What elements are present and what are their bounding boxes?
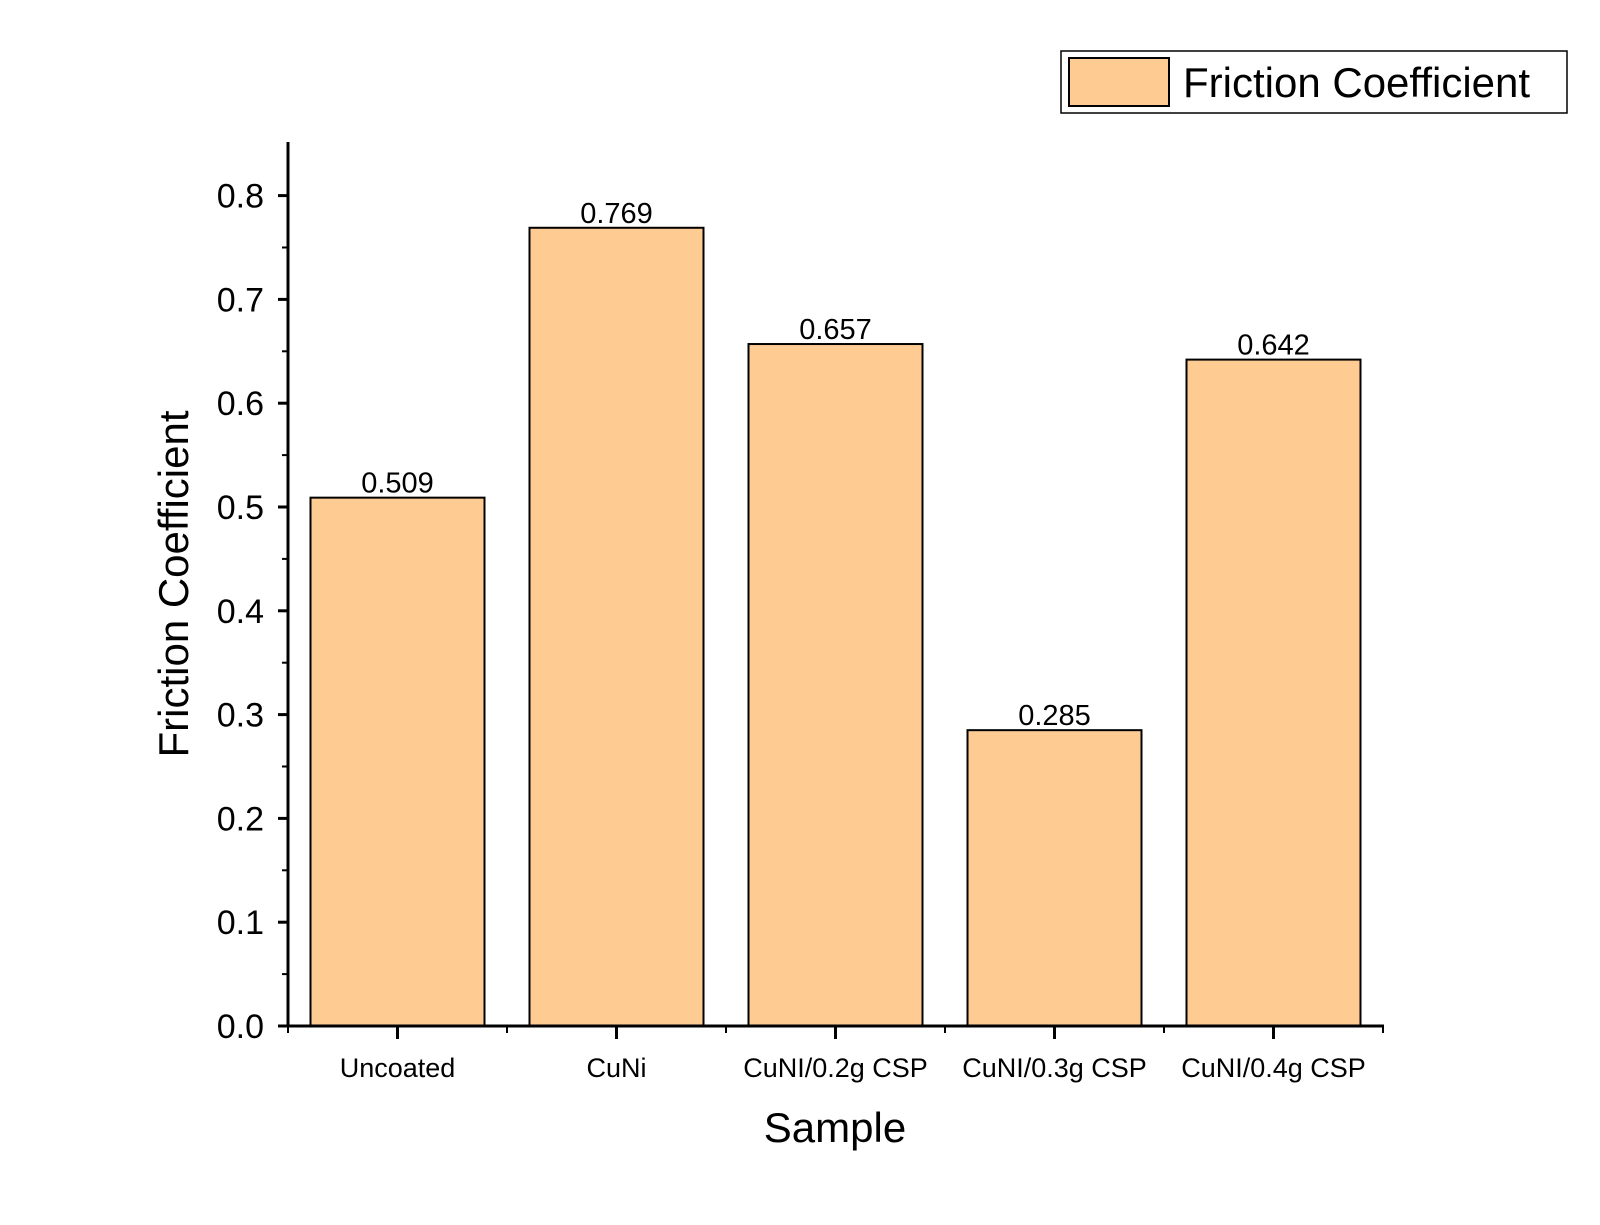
bar (309, 496, 486, 1027)
y-tick-label: 0.4 (217, 593, 264, 631)
data-label: 0.769 (580, 198, 653, 230)
x-axis-title: Sample (764, 1104, 906, 1151)
y-tick-label: 0.6 (217, 385, 264, 423)
y-tick-label: 0.5 (217, 489, 264, 527)
y-tick-label: 0.2 (217, 800, 264, 838)
bar (966, 729, 1143, 1027)
legend-label: Friction Coefficient (1183, 59, 1530, 106)
x-axis-tick-labels: Uncoated CuNi CuNI/0.2g CSP CuNI/0.3g CSP Cu… (340, 1053, 1366, 1083)
bar (528, 226, 705, 1027)
data-label: 0.657 (799, 314, 872, 346)
x-tick-label: CuNI/0.4g CSP (1181, 1053, 1366, 1083)
x-tick-label: CuNI/0.2g CSP (743, 1053, 928, 1083)
y-tick-label: 0.8 (217, 178, 264, 216)
x-tick-label: CuNi (586, 1053, 646, 1083)
bar (747, 343, 924, 1027)
y-tick-label: 0.3 (217, 697, 264, 735)
x-tick-label: CuNI/0.3g CSP (962, 1053, 1147, 1083)
y-tick-label: 0.1 (217, 904, 264, 942)
x-tick-label: Uncoated (340, 1053, 456, 1083)
legend: Friction Coefficient (1060, 50, 1568, 114)
legend-swatch (1068, 57, 1170, 107)
y-axis-title: Friction Coefficient (150, 410, 197, 757)
data-label: 0.642 (1237, 330, 1310, 362)
data-label: 0.285 (1018, 700, 1091, 732)
y-tick-label: 0.7 (217, 281, 264, 319)
data-label: 0.509 (361, 468, 434, 500)
y-tick-label: 0.0 (217, 1008, 264, 1046)
bars (309, 226, 1362, 1027)
bar (1185, 358, 1362, 1027)
data-labels: 0.509 0.769 0.657 0.285 0.642 (361, 198, 1310, 732)
y-axis-tick-labels: 0.0 0.1 0.2 0.3 0.4 0.5 0.6 0.7 0.8 (217, 178, 264, 1046)
